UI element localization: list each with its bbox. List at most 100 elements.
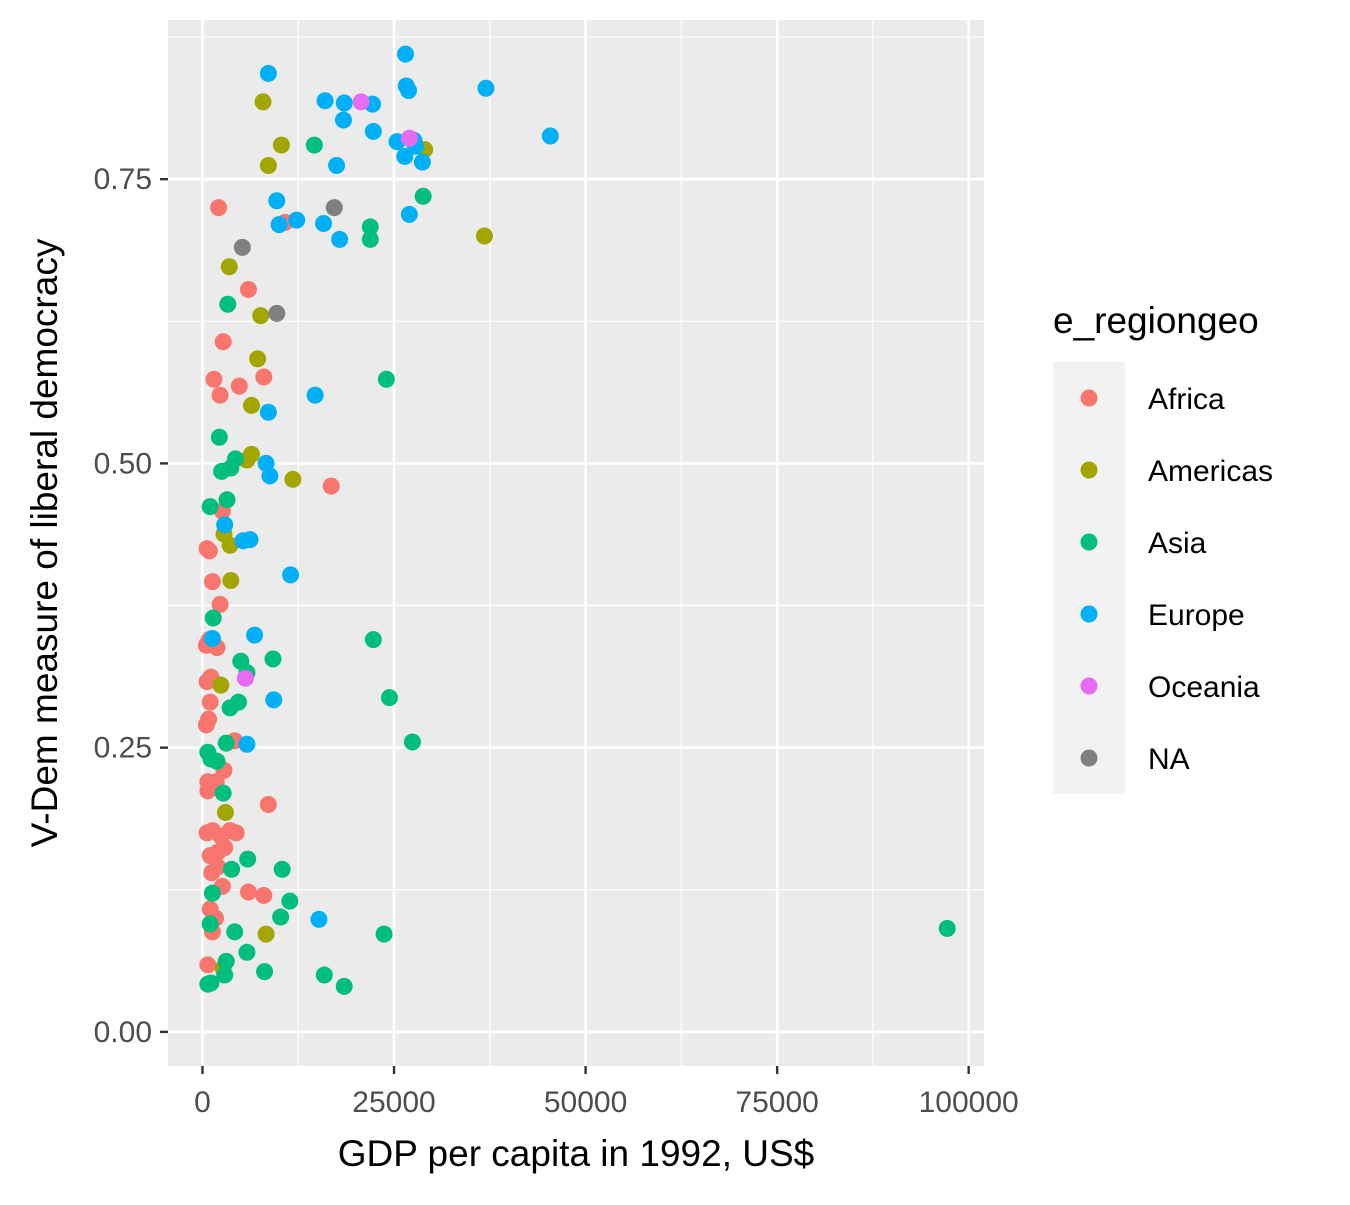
data-point [239,850,257,868]
y-tick-label: 0.25 [94,732,152,765]
axes: 0 25000 50000 75000 100000 0.00 0.25 0.50 0.75 [94,163,1019,1119]
data-point [475,227,493,245]
data-point [227,824,245,842]
legend-label: NA [1148,743,1190,776]
data-point [223,860,241,878]
data-point [335,94,353,112]
data-point [256,963,274,981]
data-point [259,796,277,813]
data-point [325,199,343,217]
data-point [204,609,222,627]
data-point [282,566,300,584]
data-point [477,79,495,97]
data-point [364,631,382,649]
data-point [380,689,398,707]
grid-lines [168,20,984,1066]
data-point [261,467,279,485]
data-point [255,886,273,904]
data-point [202,974,220,992]
data-point [211,386,229,404]
legend-label: Oceania [1148,671,1260,704]
data-point [268,304,286,322]
data-point [377,370,395,388]
data-point [414,187,432,205]
data-point [222,572,240,590]
data-point [236,669,254,687]
data-point [259,403,277,421]
data-point [221,536,239,554]
data-point [249,350,267,368]
data-point [270,216,288,234]
data-point [400,81,418,99]
data-point [310,910,328,928]
data-point [396,147,414,165]
legend: e_regiongeo Africa Americas Asia Europe Ocea… [1053,300,1273,794]
data-point [205,370,223,388]
data-point [211,595,229,613]
data-point [226,923,244,941]
data-point [335,977,353,995]
data-point [220,258,238,276]
data-point [210,199,228,217]
x-axis-title: GDP per capita in 1992, US$ [338,1133,814,1174]
data-point [238,943,256,961]
data-point [239,883,257,901]
x-tick-label: 25000 [352,1086,435,1119]
legend-key [1080,677,1098,695]
data-point [322,477,340,495]
data-point [199,782,217,800]
data-point [203,884,221,902]
data-point [217,734,235,752]
legend-label: Americas [1148,455,1273,488]
data-points [197,45,956,995]
data-point [199,956,217,974]
data-point [210,428,228,446]
data-point [403,733,421,751]
data-point [938,919,956,937]
legend-key-background [1053,362,1125,794]
data-point [259,157,277,175]
data-point [216,516,234,534]
legend-key [1080,605,1098,623]
data-point [272,136,290,154]
data-point [212,676,230,694]
data-point [216,803,234,821]
data-point [209,858,227,876]
legend-title: e_regiongeo [1053,300,1259,341]
data-point [257,925,275,943]
data-point [352,93,370,111]
data-point [217,952,235,970]
data-point [203,630,221,648]
data-point [264,650,282,668]
data-point [197,716,215,734]
data-point [328,157,346,175]
data-point [375,925,393,943]
data-point [246,626,264,644]
y-tick-label: 0.00 [94,1016,152,1049]
data-point [222,459,240,477]
data-point [203,573,221,591]
data-point [397,45,415,63]
data-point [413,153,431,171]
legend-key [1080,461,1098,479]
data-point [400,129,418,147]
x-tick-label: 50000 [544,1086,627,1119]
data-point [230,377,248,395]
legend-key [1080,749,1098,767]
data-point [364,122,382,140]
data-point [284,470,302,488]
data-point [305,136,323,154]
data-point [216,839,234,857]
y-axis-title: V-Dem measure of liberal democracy [24,238,65,847]
data-point [201,498,219,516]
data-point [221,699,239,717]
data-point [214,784,232,802]
data-point [214,333,232,351]
data-point [218,491,236,509]
data-point [259,64,277,82]
data-point [208,752,226,770]
legend-key [1080,389,1098,407]
data-point [254,93,272,111]
